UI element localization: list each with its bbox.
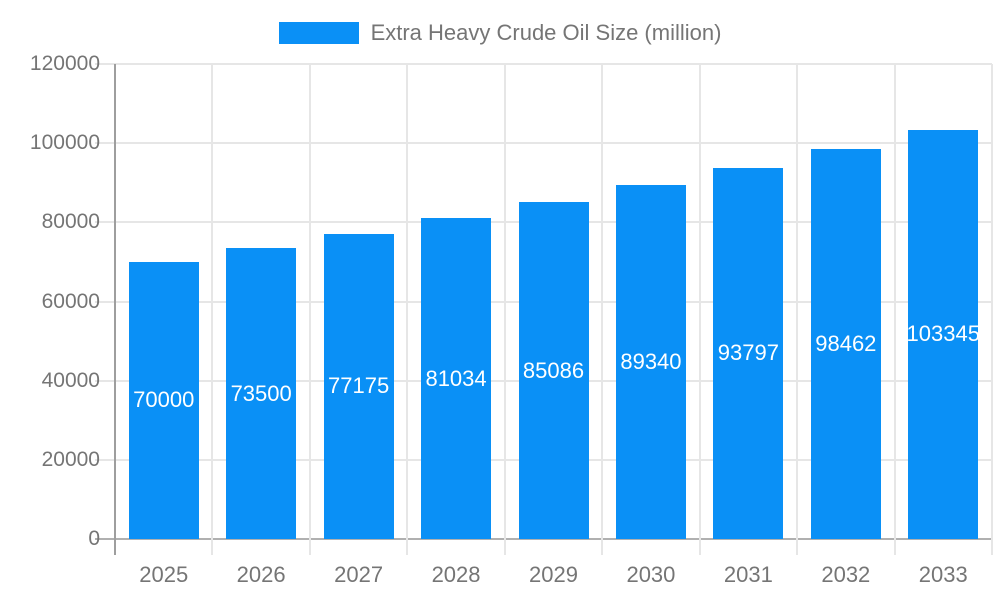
bar-value-label: 103345 xyxy=(906,321,980,347)
x-axis-baseline xyxy=(95,538,992,540)
legend-label: Extra Heavy Crude Oil Size (million) xyxy=(370,20,722,45)
x-axis-tick-label: 2031 xyxy=(723,562,773,587)
bar-value-label: 77175 xyxy=(328,373,390,399)
bar-2028[interactable] xyxy=(421,218,492,539)
gridline-vertical xyxy=(503,64,506,555)
gridline-vertical xyxy=(893,64,896,555)
gridline-vertical xyxy=(601,64,604,555)
legend-swatch-icon xyxy=(278,22,359,44)
gridline-horizontal xyxy=(95,142,992,145)
y-axis-tick-label: 20000 xyxy=(41,447,100,471)
bar-2032[interactable] xyxy=(810,149,881,539)
gridline-horizontal xyxy=(95,63,992,65)
bar-value-label: 98462 xyxy=(815,331,877,357)
bar-value-label: 81034 xyxy=(425,365,487,391)
bar-2031[interactable] xyxy=(713,167,784,539)
bar-2025[interactable] xyxy=(128,261,199,539)
bar-2027[interactable] xyxy=(323,233,394,539)
bar-value-label: 85086 xyxy=(522,357,585,383)
gridline-vertical xyxy=(796,64,799,555)
legend[interactable]: Extra Heavy Crude Oil Size (million) xyxy=(0,20,1000,45)
y-axis-tick-label: 120000 xyxy=(29,52,100,75)
bar-value-label: 89340 xyxy=(620,349,682,375)
gridline-vertical xyxy=(698,64,701,555)
y-axis-tick-label: 60000 xyxy=(41,289,100,313)
y-axis-tick-label: 0 xyxy=(88,527,100,550)
y-axis-tick-label: 80000 xyxy=(41,210,100,234)
gridline-vertical xyxy=(308,64,311,555)
bar-value-label: 70000 xyxy=(133,387,195,413)
y-axis-tick-label: 40000 xyxy=(41,368,100,392)
x-axis-tick-label: 2027 xyxy=(334,562,384,587)
x-axis-tick-label: 2026 xyxy=(236,562,286,587)
gridline-vertical xyxy=(211,64,214,555)
x-axis-tick-label: 2025 xyxy=(139,562,189,587)
bar-2030[interactable] xyxy=(615,185,686,539)
x-axis-tick-label: 2033 xyxy=(918,562,968,587)
x-axis-tick-label: 2030 xyxy=(626,562,676,587)
bar-2026[interactable] xyxy=(226,248,297,539)
gridline-vertical xyxy=(406,64,409,555)
bar-2029[interactable] xyxy=(518,202,589,539)
x-axis-tick-label: 2029 xyxy=(529,562,578,587)
bar-value-label: 73500 xyxy=(230,380,292,406)
bar-value-label: 93797 xyxy=(717,340,779,366)
y-axis-tick-label: 100000 xyxy=(29,131,100,155)
gridline-vertical xyxy=(991,64,993,555)
x-axis-tick-label: 2028 xyxy=(431,562,481,587)
y-axis-line xyxy=(114,64,116,555)
bar-2033[interactable] xyxy=(908,129,979,539)
x-axis-tick-label: 2032 xyxy=(821,562,871,587)
